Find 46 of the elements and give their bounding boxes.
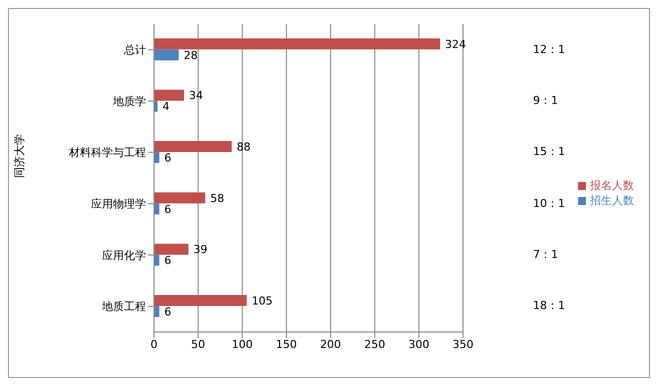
data-label: 39 (193, 243, 208, 256)
data-label: 6 (164, 254, 172, 268)
legend-label: 报名人数 (590, 179, 634, 192)
x-tick-label: 150 (276, 338, 297, 351)
legend-label: 招生人数 (590, 194, 634, 207)
y-tick-label: 材料科学与工程 (68, 146, 146, 160)
bar (154, 306, 160, 318)
x-tick-label: 100 (232, 338, 253, 351)
data-label: 58 (210, 192, 224, 205)
bar (154, 90, 184, 101)
y-tick-label: 应用化学 (102, 248, 146, 262)
bar (154, 244, 188, 255)
data-label: 6 (164, 151, 172, 164)
bar (154, 192, 206, 204)
data-label: 105 (252, 294, 273, 308)
bar (154, 295, 247, 306)
text: 9：1 (533, 93, 558, 108)
bar (154, 254, 160, 266)
text: 10：1 (533, 196, 565, 211)
text: 12：1 (533, 42, 565, 57)
x-tick-label: 200 (320, 338, 342, 351)
x-tick-label: 250 (364, 338, 386, 351)
y-tick-label: 总计 (123, 44, 146, 57)
bar (154, 152, 160, 164)
data-label: 88 (236, 140, 251, 154)
data-label: 324 (445, 38, 466, 51)
bar (154, 38, 440, 50)
text: 15：1 (533, 144, 565, 160)
text: 7：1 (533, 247, 558, 262)
data-label: 4 (162, 100, 170, 114)
bar (154, 141, 232, 152)
text: 18：1 (533, 298, 565, 314)
bar (154, 203, 160, 214)
data-label: 28 (184, 48, 198, 62)
y-axis-title: 同济大学 (12, 134, 26, 178)
x-tick-label: 0 (150, 338, 158, 351)
data-label: 6 (164, 202, 172, 216)
x-tick-label: 350 (452, 338, 474, 351)
bar (154, 49, 179, 60)
y-tick-label: 地质工程 (101, 300, 146, 314)
x-tick-label: 50 (191, 338, 206, 351)
y-tick-label: 地质学 (112, 94, 146, 108)
data-label: 34 (189, 89, 204, 102)
x-tick-label: 300 (408, 338, 430, 351)
y-tick-label: 应用物理学 (91, 198, 146, 211)
data-label: 6 (164, 305, 172, 318)
